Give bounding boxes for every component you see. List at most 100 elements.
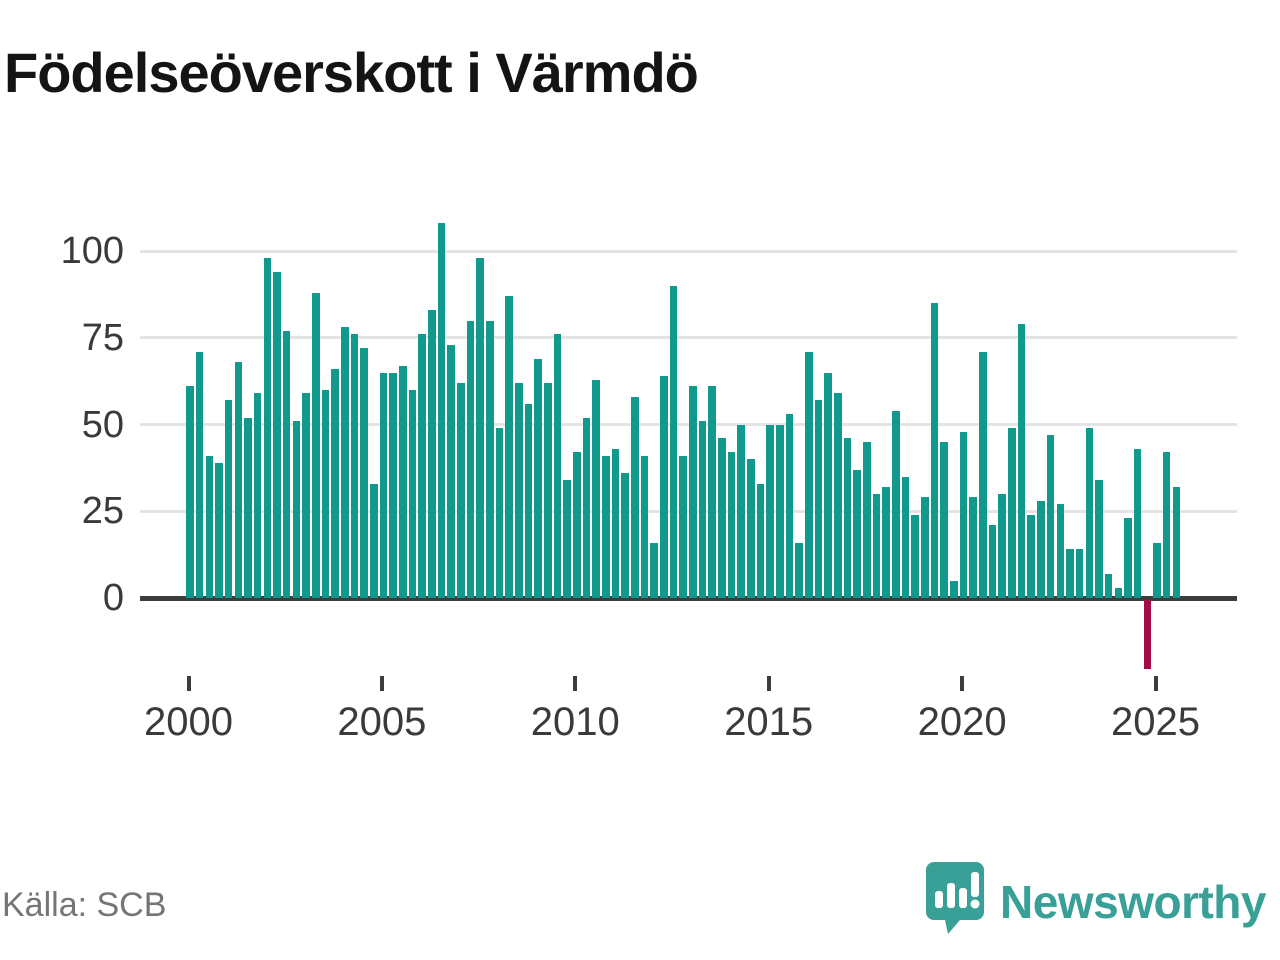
bar-2019-q2 [930, 303, 939, 598]
bar-2010-q2 [582, 417, 591, 598]
bar-2010-q1 [573, 452, 581, 598]
bar-2000-q3 [205, 455, 214, 598]
bar-2007-q4 [485, 320, 494, 598]
bar-2016-q3 [824, 372, 832, 598]
bar-2006-q1 [418, 334, 426, 598]
bar-2011-q2 [621, 473, 629, 598]
bar-2015-q3 [785, 414, 794, 598]
bar-2014-q3 [747, 459, 755, 598]
bar-2020-q1 [959, 431, 968, 598]
bar-2000-q2 [195, 351, 204, 598]
bar-2004-q4 [369, 483, 378, 598]
bar-2014-q2 [737, 424, 745, 598]
bar-2011-q3 [631, 396, 639, 598]
bar-2013-q3 [708, 386, 716, 598]
bar-2010-q4 [602, 455, 610, 598]
bar-2021-q4 [1027, 514, 1036, 598]
bar-2020-q3 [979, 351, 987, 598]
gridline-y25 [140, 509, 1237, 513]
x-axis-label-2005: 2005 [337, 700, 427, 744]
gridline-y100 [140, 249, 1237, 253]
y-axis-label-75: 75 [81, 316, 124, 359]
x-axis-label-2010: 2010 [530, 700, 620, 744]
bar-2009-q4 [563, 480, 571, 598]
bar-2020-q4 [988, 525, 997, 598]
bar-2015-q2 [776, 424, 784, 598]
bar-2011-q1 [611, 448, 620, 598]
bar-2009-q3 [553, 334, 562, 598]
bar-2025-q1 [1153, 542, 1161, 598]
bar-2012-q2 [660, 376, 668, 598]
bar-2023-q4 [1104, 573, 1113, 598]
x-tick-2020 [960, 676, 965, 691]
bar-2002-q4 [292, 421, 301, 598]
bar-2021-q3 [1017, 324, 1026, 598]
bar-2008-q4 [524, 403, 533, 598]
bar-2014-q1 [727, 452, 736, 598]
bar-2022-q4 [1066, 549, 1074, 598]
x-tick-2025 [1153, 676, 1158, 691]
bar-2004-q3 [360, 348, 368, 598]
x-axis-line [140, 596, 1237, 601]
bar-2025-q3 [1172, 487, 1181, 598]
bar-2002-q3 [282, 330, 291, 598]
bar-2002-q1 [263, 258, 272, 598]
bar-2003-q2 [311, 292, 320, 598]
x-tick-2005 [379, 676, 384, 691]
y-axis-label-50: 50 [81, 403, 124, 446]
y-axis-label-0: 0 [102, 577, 124, 619]
bar-2024-q1 [1114, 587, 1123, 598]
x-tick-2000 [186, 676, 191, 691]
bar-2019-q1 [921, 497, 929, 598]
bar-2013-q1 [689, 386, 697, 598]
bar-2007-q1 [456, 382, 465, 598]
bar-2001-q4 [253, 393, 262, 598]
bar-2023-q1 [1075, 549, 1084, 598]
bar-2019-q4 [950, 580, 958, 598]
bar-2023-q3 [1095, 480, 1103, 598]
bar-2016-q1 [805, 351, 813, 598]
bar-2006-q3 [437, 223, 446, 598]
bar-2010-q3 [592, 379, 600, 598]
bar-2012-q1 [650, 542, 658, 598]
bar-2001-q2 [234, 362, 243, 598]
bar-2014-q4 [756, 483, 765, 598]
chart-title: Födelseöverskott i Värmdö [4, 41, 699, 104]
bar-2008-q2 [505, 296, 513, 598]
bar-2015-q4 [795, 542, 803, 598]
bar-2015-q1 [766, 424, 774, 598]
y-axis-label-25: 25 [81, 490, 124, 533]
bar-2003-q4 [331, 369, 339, 598]
bar-2013-q2 [698, 421, 707, 598]
bar-2021-q2 [1008, 428, 1016, 598]
bar-2024-q2 [1124, 518, 1132, 598]
x-tick-2015 [766, 676, 771, 691]
bar-2020-q2 [969, 497, 978, 598]
bar-2017-q3 [863, 441, 871, 598]
bar-2017-q4 [872, 493, 881, 598]
bar-2000-q4 [215, 462, 223, 598]
bar-2008-q3 [514, 382, 523, 598]
bar-2007-q2 [466, 320, 475, 598]
x-axis-label-2000: 2000 [144, 700, 233, 744]
bar-2018-q3 [901, 476, 910, 598]
bar-2017-q1 [843, 438, 852, 598]
bar-2017-q2 [853, 469, 862, 598]
bar-2005-q4 [408, 389, 417, 598]
source-caption: Källa: SCB [2, 886, 167, 924]
bar-2001-q1 [224, 400, 233, 598]
bar-2022-q3 [1056, 504, 1065, 598]
bar-2003-q1 [302, 393, 310, 598]
x-axis-label-2015: 2015 [724, 700, 814, 744]
x-axis-label-2020: 2020 [917, 700, 1007, 744]
bar-2005-q3 [398, 365, 407, 598]
bar-2000-q1 [186, 386, 194, 598]
bar-2011-q4 [640, 455, 649, 598]
bar-2012-q3 [669, 285, 678, 598]
bar-2008-q1 [495, 428, 504, 598]
bar-2012-q4 [679, 455, 687, 598]
bar-2009-q2 [543, 382, 552, 598]
bar-2024-q4 [1143, 600, 1152, 670]
